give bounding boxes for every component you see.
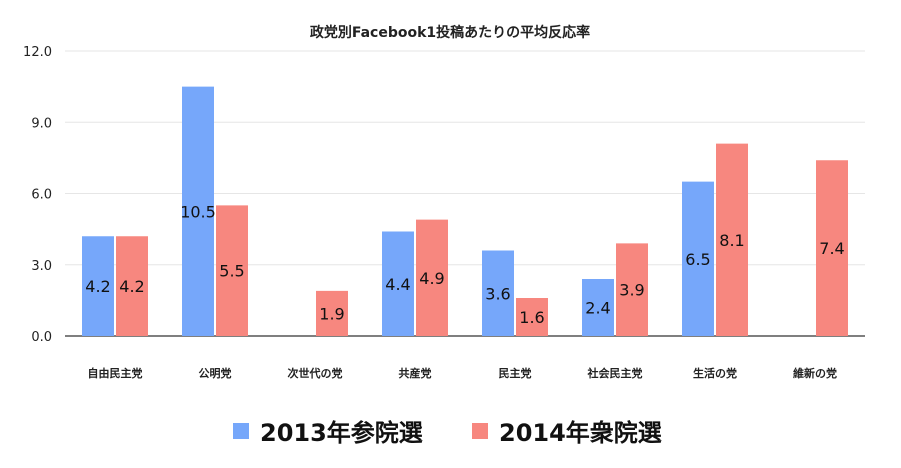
data-label: 1.9 xyxy=(319,304,344,323)
bars xyxy=(82,86,848,336)
bar-2013-5 xyxy=(582,279,614,336)
x-tick-label: 社会民主党 xyxy=(587,366,643,380)
bar-2014-6 xyxy=(716,143,748,336)
legend: 2013年参院選 2014年衆院選 xyxy=(233,419,662,447)
bar-2013-3 xyxy=(382,231,414,336)
y-tick-label: 6.0 xyxy=(31,188,52,203)
bar-2014-3 xyxy=(416,219,448,336)
data-label: 10.5 xyxy=(180,202,216,221)
y-tick-label: 12.0 xyxy=(23,45,52,60)
x-tick-label: 民主党 xyxy=(499,366,532,380)
data-label: 1.6 xyxy=(519,308,544,327)
bar-2014-1 xyxy=(216,205,248,336)
legend-label-2014: 2014年衆院選 xyxy=(499,419,662,447)
legend-label-2013: 2013年参院選 xyxy=(260,419,423,447)
data-labels: 4.2 4.2 10.5 5.5 1.9 4.4 4.9 3.6 1.6 2.4 3.9 6.5 8.1… xyxy=(85,202,844,327)
data-label: 4.4 xyxy=(385,275,410,294)
bar-2014-5 xyxy=(616,243,648,336)
data-label: 2.4 xyxy=(585,299,610,318)
bar-2014-2 xyxy=(316,290,348,336)
chart-title: 政党別Facebook1投稿あたりの平均反応率 xyxy=(310,24,590,41)
y-tick-label: 3.0 xyxy=(31,259,52,274)
x-tick-label: 公明党 xyxy=(199,366,232,380)
data-label: 6.5 xyxy=(685,250,710,269)
bar-2014-7 xyxy=(816,160,848,336)
x-tick-label: 維新の党 xyxy=(793,366,837,380)
legend-swatch-2013 xyxy=(233,423,249,439)
x-tick-label: 生活の党 xyxy=(693,366,737,380)
x-tick-label: 共産党 xyxy=(399,366,432,380)
y-axis: 0.0 3.0 6.0 9.0 12.0 xyxy=(23,45,52,345)
x-tick-label: 自由民主党 xyxy=(88,366,143,380)
legend-swatch-2014 xyxy=(472,423,488,439)
bar-2014-4 xyxy=(516,298,548,336)
data-label: 4.2 xyxy=(119,277,144,296)
bar-2013-6 xyxy=(682,181,714,336)
data-label: 8.1 xyxy=(719,231,744,250)
data-label: 3.6 xyxy=(485,284,510,303)
y-tick-label: 0.0 xyxy=(31,330,52,345)
x-axis: 自由民主党 公明党 次世代の党 共産党 民主党 社会民主党 生活の党 維新の党 xyxy=(88,366,838,380)
x-tick-label: 次世代の党 xyxy=(288,366,343,380)
data-label: 5.5 xyxy=(219,262,244,281)
data-label: 4.2 xyxy=(85,277,110,296)
bar-2013-4 xyxy=(482,250,514,336)
data-label: 4.9 xyxy=(419,269,444,288)
data-label: 7.4 xyxy=(819,239,844,258)
bar-2013-1 xyxy=(182,86,214,336)
y-tick-label: 9.0 xyxy=(31,116,52,131)
bar-2014-0 xyxy=(116,236,148,336)
data-label: 3.9 xyxy=(619,281,644,300)
bar-2013-0 xyxy=(82,236,114,336)
